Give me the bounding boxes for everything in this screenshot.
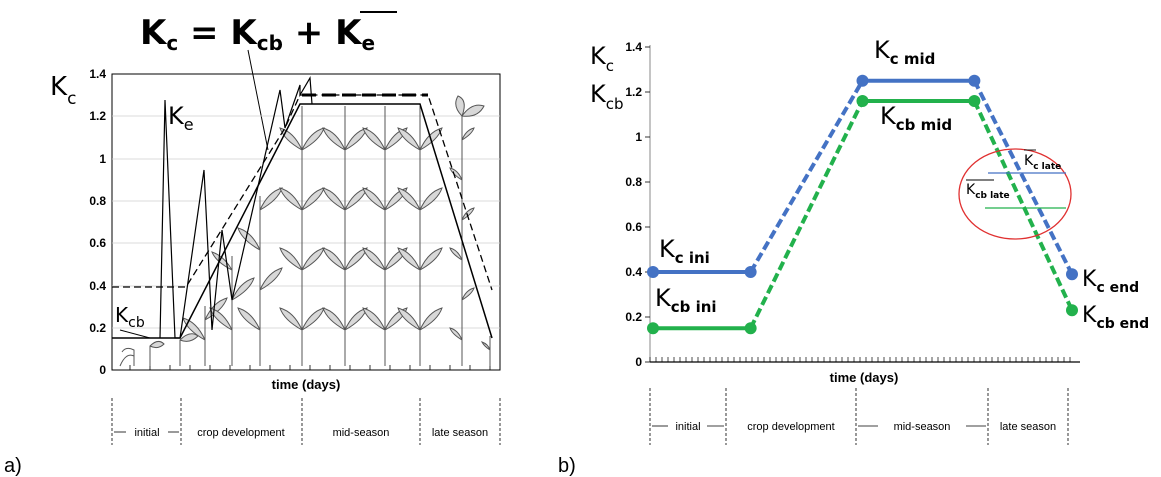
series-kcb-point: [856, 95, 869, 107]
kcb-end-label: Kcb end: [1082, 303, 1149, 332]
stage-crop-development: crop development: [197, 427, 284, 439]
y-axis-ticks: [645, 46, 650, 363]
series-kcb-segment: [748, 100, 865, 330]
x-axis-label-b: time (days): [830, 370, 899, 385]
series-kc-point: [744, 266, 757, 278]
x-ticks: [129, 365, 491, 370]
panel-b: Kc Kcb 0 0.2 0.4 0.6 0.8 1 1.2 1.4: [558, 36, 1149, 477]
kc-end-label: Kc end: [1082, 267, 1139, 296]
equation: Kc = Kcb + Ke: [140, 13, 375, 55]
kc-ini-label: Kc ini: [659, 235, 710, 267]
y-tick-label: 0.8: [89, 194, 106, 208]
series-kc-point: [968, 74, 981, 87]
stage-late-season: late season: [432, 427, 488, 439]
y-tick-label: 1: [99, 152, 106, 166]
series-kcb-point: [968, 95, 981, 107]
y-tick-label: 0.4: [625, 265, 642, 279]
kcb-leader-line: [119, 329, 151, 339]
series-kc-segment: [972, 79, 1074, 276]
y-tick-label: 0.6: [89, 236, 106, 250]
y-tick-labels-b: 0 0.2 0.4 0.6 0.8 1 1.2 1.4: [625, 40, 642, 369]
series-kcb-point: [1066, 304, 1078, 317]
kcb-line: [112, 103, 493, 339]
panel-label-a: a): [4, 455, 22, 477]
stage-mid-season: mid-season: [333, 427, 390, 439]
stage-dividers-b: [649, 388, 1069, 445]
y-tick-label: 0.8: [625, 175, 642, 189]
y-tick-label: 1.4: [625, 40, 642, 54]
panel-a: Kc = Kcb + Ke Kc 0 0.2 0.4 0.6 0.8 1 1.2: [4, 11, 501, 477]
kcb-mid-label: Kcb mid: [880, 102, 952, 134]
series-kc-point: [1066, 268, 1078, 281]
ke-spikes: [159, 76, 313, 339]
kc-late-label: Kc late: [1024, 153, 1061, 172]
plot-frame: [111, 73, 501, 371]
series-group: [647, 74, 1078, 335]
kcb-ini-label: Kcb ini: [655, 284, 717, 316]
y-axis-label-kcb: Kcb: [590, 80, 624, 113]
series-kcb-segment: [972, 100, 1074, 312]
series-kcb-point: [647, 322, 659, 335]
panel-label-b: b): [558, 455, 576, 477]
series-kcb-point: [744, 322, 757, 335]
x-axis-label: time (days): [272, 377, 341, 392]
y-axis-label-kc: Kc: [590, 42, 614, 75]
series-kc-segment: [748, 79, 865, 274]
kcb-label: Kcb: [115, 303, 145, 331]
stage-dividers: [111, 398, 501, 445]
kc-mid-label: Kc mid: [874, 36, 935, 68]
y-tick-labels: 0 0.2 0.4 0.6 0.8 1 1.2 1.4: [89, 67, 106, 377]
y-tick-label: 0: [635, 355, 642, 369]
stage-initial-b: initial: [675, 421, 700, 433]
stage-mid-season-b: mid-season: [894, 421, 951, 433]
x-ticks-b: [649, 357, 1071, 362]
kcb-late-label: Kcb late: [966, 182, 1010, 201]
y-tick-label: 1: [635, 130, 642, 144]
kc-dashed-line: [112, 94, 493, 291]
y-tick-label: 0.4: [89, 279, 106, 293]
y-tick-label: 0.2: [625, 310, 642, 324]
y-axis-label: Kc: [50, 72, 76, 109]
stage-initial: initial: [134, 427, 159, 439]
crop-illustration: [119, 95, 491, 367]
y-tick-label: 1.2: [89, 109, 106, 123]
y-tick-label: 0: [99, 363, 106, 377]
series-kc-point: [647, 266, 659, 278]
series-kc-point: [856, 74, 869, 87]
y-tick-label: 1.2: [625, 85, 642, 99]
y-tick-label: 0.2: [89, 321, 106, 335]
y-tick-label: 1.4: [89, 67, 106, 81]
ke-label: Ke: [168, 102, 194, 134]
y-tick-label: 0.6: [625, 220, 642, 234]
stage-late-season-b: late season: [1000, 421, 1056, 433]
equation-leader-line: [247, 49, 269, 151]
grid: [112, 115, 500, 329]
late-season-highlight-ellipse: [958, 148, 1072, 240]
stage-crop-development-b: crop development: [747, 421, 834, 433]
